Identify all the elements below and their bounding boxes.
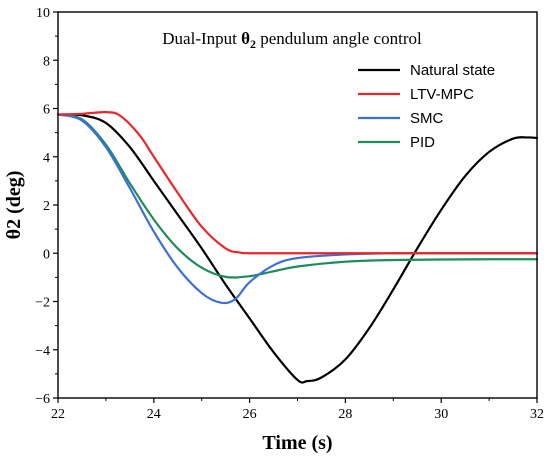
y-tick-label: 6	[43, 103, 50, 118]
chart-title-suffix: pendulum angle control	[256, 29, 422, 48]
legend-label-smc: SMC	[410, 110, 444, 127]
series-line-ltv-mpc	[56, 110, 539, 255]
series-line-pid	[56, 113, 539, 279]
y-tick-label: 10	[36, 6, 50, 21]
chart-title-prefix: Dual-Input	[162, 29, 241, 48]
y-axis-label: θ2 (deg)	[3, 171, 25, 240]
series-line-natural-state	[56, 113, 539, 384]
legend-label-pid: PID	[410, 134, 435, 151]
y-tick-label: 0	[43, 247, 50, 262]
y-tick-label: 4	[43, 151, 50, 166]
series-line-smc	[56, 113, 539, 305]
legend-label-ltv-mpc: LTV-MPC	[410, 86, 474, 103]
y-tick-label: −4	[35, 344, 50, 359]
chart-title-symbol: θ	[241, 29, 250, 48]
x-tick-label: 22	[51, 407, 65, 422]
y-tick-label: 8	[43, 54, 50, 69]
chart-title: Dual-Input θ2 pendulum angle control	[162, 29, 422, 51]
x-tick-label: 24	[147, 407, 161, 422]
series-layer	[56, 110, 539, 384]
y-tick-label: −6	[35, 392, 50, 407]
x-tick-label: 28	[338, 407, 352, 422]
chart-title-sub: 2	[250, 37, 256, 51]
y-tick-label: −2	[35, 296, 50, 311]
x-tick-label: 26	[243, 407, 257, 422]
legend-label-natural-state: Natural state	[410, 62, 495, 79]
plot-frame	[57, 11, 538, 399]
y-tick-label: 2	[43, 199, 50, 214]
legend: Natural state LTV-MPC SMC PID	[358, 62, 495, 151]
x-tick-label: 32	[530, 407, 544, 422]
x-axis-label: Time (s)	[262, 432, 332, 454]
x-tick-label: 30	[434, 407, 448, 422]
